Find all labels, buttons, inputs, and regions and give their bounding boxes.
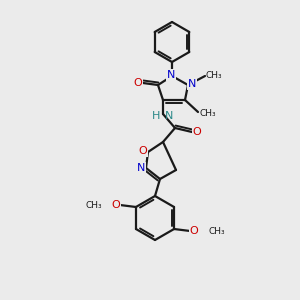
- Text: CH₃: CH₃: [85, 200, 102, 209]
- Text: N: N: [165, 111, 173, 121]
- Text: CH₃: CH₃: [208, 226, 225, 236]
- Text: CH₃: CH₃: [199, 109, 216, 118]
- Text: O: O: [190, 226, 198, 236]
- Text: N: N: [137, 163, 145, 173]
- Text: H: H: [152, 111, 160, 121]
- Text: N: N: [188, 79, 196, 89]
- Text: O: O: [139, 146, 147, 156]
- Text: O: O: [112, 200, 120, 210]
- Text: O: O: [134, 78, 142, 88]
- Text: N: N: [167, 70, 175, 80]
- Text: CH₃: CH₃: [206, 70, 223, 80]
- Text: O: O: [193, 127, 201, 137]
